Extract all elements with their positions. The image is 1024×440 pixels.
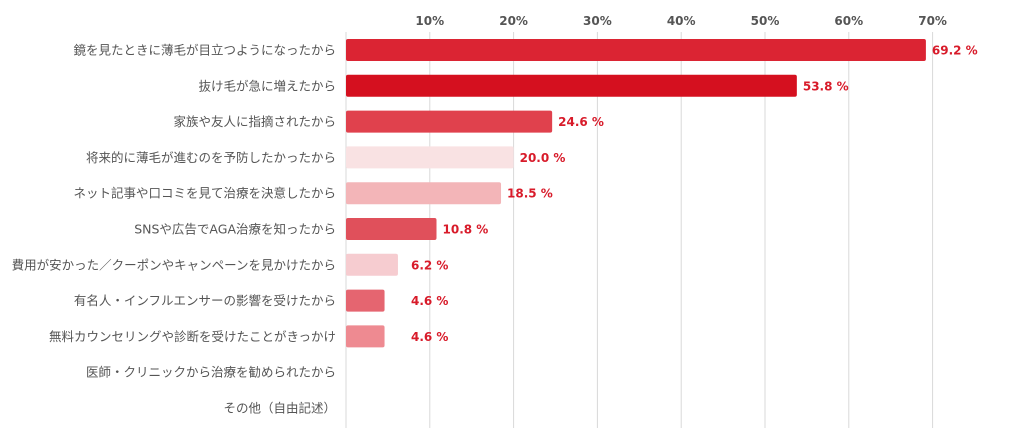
x-tick-label: 20% bbox=[499, 14, 528, 28]
category-label: 抜け毛が急に増えたから bbox=[198, 78, 336, 93]
data-label: 24.6 % bbox=[558, 115, 604, 129]
category-label: SNSや広告でAGA治療を知ったから bbox=[134, 222, 336, 237]
category-label: 鏡を見たときに薄毛が目立つようになったから bbox=[73, 43, 336, 58]
bar bbox=[346, 289, 385, 312]
data-label: 20.0 % bbox=[520, 151, 566, 165]
data-label: 6.2 % bbox=[411, 258, 448, 272]
data-label: 53.8 % bbox=[803, 79, 849, 93]
x-tick-label: 50% bbox=[751, 14, 780, 28]
data-label: 69.2 % bbox=[932, 44, 978, 58]
bar bbox=[346, 146, 514, 169]
data-label: 18.5 % bbox=[507, 187, 553, 201]
data-label: 4.6 % bbox=[411, 330, 448, 344]
category-label: 費用が安かった／クーポンやキャンペーンを見かけたから bbox=[12, 257, 336, 272]
gridlines bbox=[345, 32, 934, 428]
category-label: 無料カウンセリングや診断を受けたことがきっかけ bbox=[49, 329, 336, 344]
bars bbox=[346, 39, 926, 348]
data-label: 4.6 % bbox=[411, 294, 448, 308]
category-label: その他（自由記述） bbox=[223, 401, 336, 416]
x-axis-ticks: 10% 20% 30% 40% 50% 60% 70% bbox=[415, 14, 947, 28]
bar bbox=[346, 74, 797, 97]
bar bbox=[346, 110, 553, 133]
bar bbox=[346, 218, 437, 240]
bar bbox=[346, 182, 502, 205]
x-tick-label: 60% bbox=[834, 14, 863, 28]
x-tick-label: 30% bbox=[583, 14, 612, 28]
x-tick-label: 70% bbox=[918, 14, 947, 28]
bar bbox=[346, 253, 398, 276]
value-labels: 69.2 % 53.8 % 24.6 % 20.0 % 18.5 % 10.8 % 6.2 … bbox=[411, 44, 978, 344]
category-labels: 鏡を見たときに薄毛が目立つようになったから抜け毛が急に増えたから家族や友人に指摘… bbox=[12, 43, 336, 416]
bar bbox=[346, 325, 385, 348]
category-label: ネット記事や口コミを見て治療を決意したから bbox=[73, 186, 336, 201]
x-tick-label: 10% bbox=[415, 14, 444, 28]
data-label: 10.8 % bbox=[443, 223, 489, 237]
category-label: 家族や友人に指摘されたから bbox=[173, 114, 336, 129]
category-label: 将来的に薄毛が進むのを予防したかったから bbox=[86, 150, 336, 165]
category-label: 医師・クリニックから治療を勧められたから bbox=[86, 365, 336, 380]
category-label: 有名人・インフルエンサーの影響を受けたから bbox=[74, 293, 336, 308]
x-tick-label: 40% bbox=[667, 14, 696, 28]
bar bbox=[346, 39, 926, 61]
